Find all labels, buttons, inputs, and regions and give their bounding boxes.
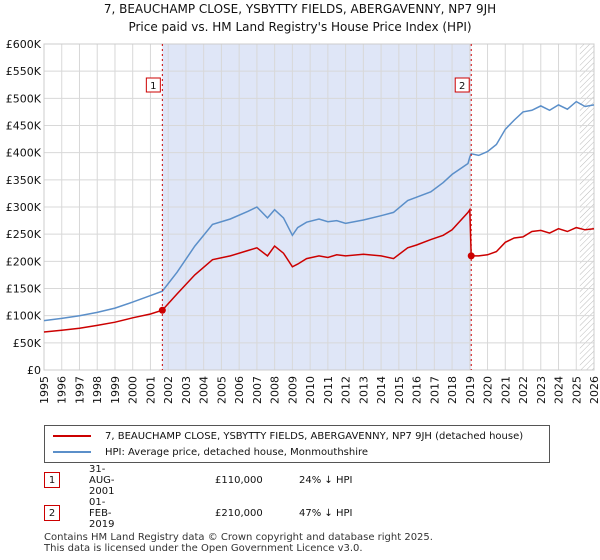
transaction-date: 01-FEB-2019 xyxy=(89,496,115,530)
transaction-price: £110,000 xyxy=(215,474,263,486)
x-tick-label: 1995 xyxy=(38,376,51,404)
annotation-label: 1 xyxy=(150,81,156,92)
transaction-marker: 1 xyxy=(44,472,60,488)
x-tick-label: 2010 xyxy=(304,376,317,404)
y-tick-label: £350K xyxy=(6,174,42,187)
transaction-date: 31-AUG-2001 xyxy=(89,463,115,497)
y-tick-label: £400K xyxy=(6,147,42,160)
x-tick-label: 2024 xyxy=(553,376,566,404)
legend-item-hpi: HPI: Average price, detached house, Monm… xyxy=(53,444,368,460)
x-tick-label: 1998 xyxy=(91,376,104,404)
x-tick-label: 2020 xyxy=(482,376,495,404)
x-tick-label: 1997 xyxy=(73,376,86,404)
y-tick-label: £550K xyxy=(6,65,42,78)
x-tick-label: 2018 xyxy=(446,376,459,404)
legend-swatch-hpi xyxy=(53,451,91,453)
y-tick-label: £500K xyxy=(6,92,42,105)
x-tick-label: 2016 xyxy=(411,376,424,404)
transaction-row: 1 31-AUG-2001 £110,000 24% ↓ HPI xyxy=(44,464,352,497)
x-tick-label: 2006 xyxy=(233,376,246,404)
footer-licence: This data is licensed under the Open Gov… xyxy=(44,543,363,554)
plot-border xyxy=(43,43,595,371)
y-tick-label: £450K xyxy=(6,120,42,133)
annotation-box xyxy=(145,77,161,93)
y-tick-label: £50K xyxy=(13,337,42,350)
chart-title: 7, BEAUCHAMP CLOSE, YSBYTTY FIELDS, ABER… xyxy=(103,2,497,16)
x-tick-label: 2014 xyxy=(375,376,388,404)
transaction-hpi-diff: 24% ↓ HPI xyxy=(299,474,353,486)
x-tick-label: 2026 xyxy=(588,376,600,404)
price-chart: £0 £50K £100K £150K £200K £250K £300K £350K £400… xyxy=(6,38,600,404)
legend-swatch-property xyxy=(53,435,91,437)
transaction-hpi-diff: 47% ↓ HPI xyxy=(299,507,353,519)
x-tick-label: 2025 xyxy=(570,376,583,404)
legend-label-property: 7, BEAUCHAMP CLOSE, YSBYTTY FIELDS, ABER… xyxy=(105,430,524,442)
x-tick-label: 2017 xyxy=(428,376,441,404)
legend-item-property: 7, BEAUCHAMP CLOSE, YSBYTTY FIELDS, ABER… xyxy=(53,428,523,444)
x-tick-label: 1999 xyxy=(109,376,122,404)
x-tick-label: 2009 xyxy=(286,376,299,404)
y-tick-label: £250K xyxy=(6,228,42,241)
x-tick-label: 2015 xyxy=(393,376,406,404)
x-tick-label: 2008 xyxy=(269,376,282,404)
x-tick-label: 2023 xyxy=(535,376,548,404)
hpi-line xyxy=(43,100,595,322)
transaction-price: £210,000 xyxy=(215,507,263,519)
x-tick-label: 1996 xyxy=(56,376,69,404)
y-tick-label: £150K xyxy=(6,283,42,296)
sale-point xyxy=(467,252,475,260)
property-price-line xyxy=(43,207,595,333)
y-tick-label: £200K xyxy=(6,255,42,268)
x-tick-label: 2004 xyxy=(198,376,211,404)
y-tick-label: £0 xyxy=(27,364,41,377)
x-tick-label: 2022 xyxy=(517,376,530,404)
annotation-box xyxy=(454,77,470,93)
x-tick-label: 2001 xyxy=(144,376,157,404)
x-tick-label: 2011 xyxy=(322,376,335,404)
transaction-marker: 2 xyxy=(44,505,60,521)
y-tick-label: £300K xyxy=(6,201,42,214)
x-tick-label: 2003 xyxy=(180,376,193,404)
y-tick-label: £100K xyxy=(6,310,42,323)
x-tick-label: 2007 xyxy=(251,376,264,404)
x-tick-label: 2005 xyxy=(215,376,228,404)
sale-point xyxy=(158,306,166,314)
x-tick-label: 2013 xyxy=(357,376,370,404)
x-tick-label: 2000 xyxy=(127,376,140,404)
x-tick-label: 2019 xyxy=(464,376,477,404)
x-tick-label: 2021 xyxy=(499,376,512,404)
x-tick-label: 2002 xyxy=(162,376,175,404)
x-tick-label: 2012 xyxy=(340,376,353,404)
legend: 7, BEAUCHAMP CLOSE, YSBYTTY FIELDS, ABER… xyxy=(44,425,550,463)
legend-label-hpi: HPI: Average price, detached house, Monm… xyxy=(105,446,369,458)
transaction-row: 2 01-FEB-2019 £210,000 47% ↓ HPI xyxy=(44,497,352,530)
y-tick-label: £600K xyxy=(6,38,42,51)
chart-subtitle: Price paid vs. HM Land Registry's House … xyxy=(128,20,472,34)
footer-copyright: Contains HM Land Registry data © Crown c… xyxy=(44,532,433,543)
annotation-label: 2 xyxy=(459,81,465,92)
